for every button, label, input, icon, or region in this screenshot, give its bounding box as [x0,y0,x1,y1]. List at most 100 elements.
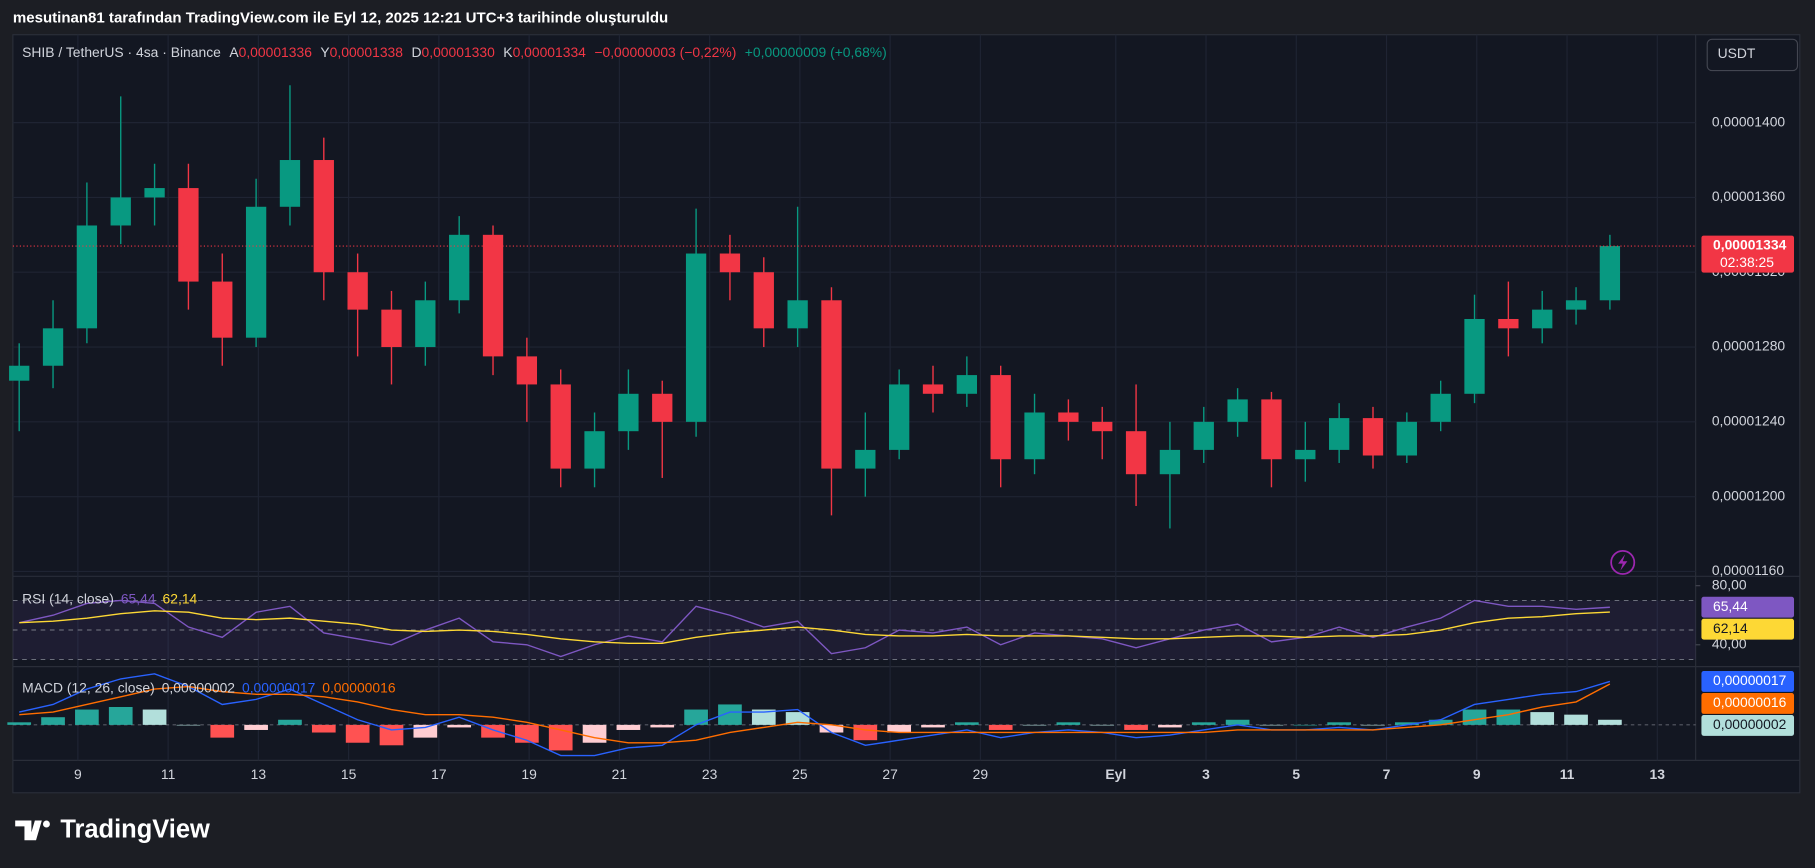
x-tick-label: 7 [1383,766,1391,782]
x-tick-label: 15 [341,766,357,782]
histogram-bar [751,709,776,725]
candle-body [482,234,504,357]
symbol: SHIB / TetherUS · 4sa · Binance [22,44,221,60]
candle-body [652,393,673,422]
histogram-bar [1462,709,1487,725]
alert-bolt [1618,554,1628,571]
axis-tag-label: 65,44 [1713,598,1748,614]
histogram-bar [1022,724,1047,726]
histogram-bar [1394,722,1419,725]
histogram-bar [1361,724,1385,726]
histogram-bar [1530,712,1555,725]
low-label: D [411,44,421,60]
close-label: K [503,44,513,60]
pane-value: 0,00000016 [322,679,396,695]
axis-tag [1701,693,1795,714]
histogram-bar [108,706,133,725]
pane-value: 62,14 [163,590,198,606]
candle-body [279,160,301,207]
histogram-bar [1428,719,1453,725]
indicator-line [19,610,1610,645]
last-price-tag [1701,235,1795,273]
histogram-bar [921,724,945,728]
x-tick-label: 23 [702,766,718,782]
legend: SHIB / TetherUS · 4sa · Binance A0,00001… [22,44,887,60]
x-tick-label: 17 [431,766,447,782]
histogram-bar [616,724,641,730]
axis-tag-label: 62,14 [1713,620,1748,636]
candle-body [719,253,741,273]
histogram-bar [1564,714,1588,725]
candle-body [212,281,233,338]
candle-body [381,309,402,348]
x-tick-label: 19 [521,766,537,782]
x-tick-label: 13 [1650,766,1666,782]
candle-body [516,356,538,385]
candle-body [1464,318,1485,394]
candle-body [1430,393,1451,422]
histogram-bar [582,724,607,743]
countdown: 02:38:25 [1720,254,1774,270]
y-tick-label: 0,00001400 [1712,113,1786,129]
candle-body [1599,246,1621,301]
axis-tag-label: 0,00000002 [1713,716,1787,732]
candle-body [1092,421,1113,432]
histogram-bar [785,712,810,725]
alert-icon[interactable] [1610,550,1636,575]
histogram-bar [75,709,99,725]
candle-body [415,300,436,348]
candle-body [1295,449,1316,460]
pane-legend: MACD (12, 26, close) 0,00000002 0,00000017… [22,679,396,695]
pane-value: 0,00000017 [242,679,316,695]
currency-label[interactable]: USDT [1718,45,1756,61]
histogram-bar [684,709,708,725]
histogram-bar [41,717,65,725]
candle-body [76,225,98,329]
currency-button[interactable] [1706,38,1799,72]
candle-body [1193,421,1214,450]
candle-body [1058,412,1079,422]
histogram-bar [853,724,878,741]
y-tick-label: 0,00001240 [1712,413,1786,429]
x-tick-label: 11 [161,766,176,782]
histogram-bar [1124,724,1148,730]
candle-body [1227,399,1248,422]
x-tick-label: 9 [1473,766,1481,782]
histogram-bar [447,724,472,728]
x-tick-label: Eyl [1105,766,1126,782]
candle-body [245,206,267,338]
candle-body [1565,300,1587,310]
x-tick-label: 9 [74,766,82,782]
logo-mark [15,820,42,841]
candle-body [110,197,131,226]
candle-body [9,365,30,381]
histogram-bar [345,724,370,743]
histogram-bar [1496,709,1521,725]
pane-value: 65,44 [121,590,156,606]
histogram-bar [1598,719,1622,725]
low-value: 0,00001330 [422,44,496,60]
open-value: 0,00001336 [239,44,313,60]
candle-body [787,300,808,329]
footer-brand: TradingView [60,816,210,844]
histogram-bar [142,709,167,725]
candle-body [922,384,944,394]
x-tick-label: 29 [973,766,989,782]
candle-body [1125,431,1147,475]
x-tick-label: 11 [1560,766,1575,782]
histogram-bar [819,724,844,733]
pane-legend: RSI (14, close) 65,44 62,14 [22,590,197,606]
candle-body [1532,309,1553,329]
candle-body [313,160,334,273]
candle-body [144,188,165,198]
candle-body [1498,318,1519,329]
candle-body [449,234,470,301]
y-tick-label: 80,00 [1712,576,1747,592]
candle-body [685,253,707,422]
histogram-bar [7,722,32,725]
candle-body [889,384,910,450]
pane-title: MACD (12, 26, close) [22,679,155,695]
axis-tag [1701,671,1795,692]
candle-body [1328,418,1350,450]
histogram-bar [1259,724,1284,726]
